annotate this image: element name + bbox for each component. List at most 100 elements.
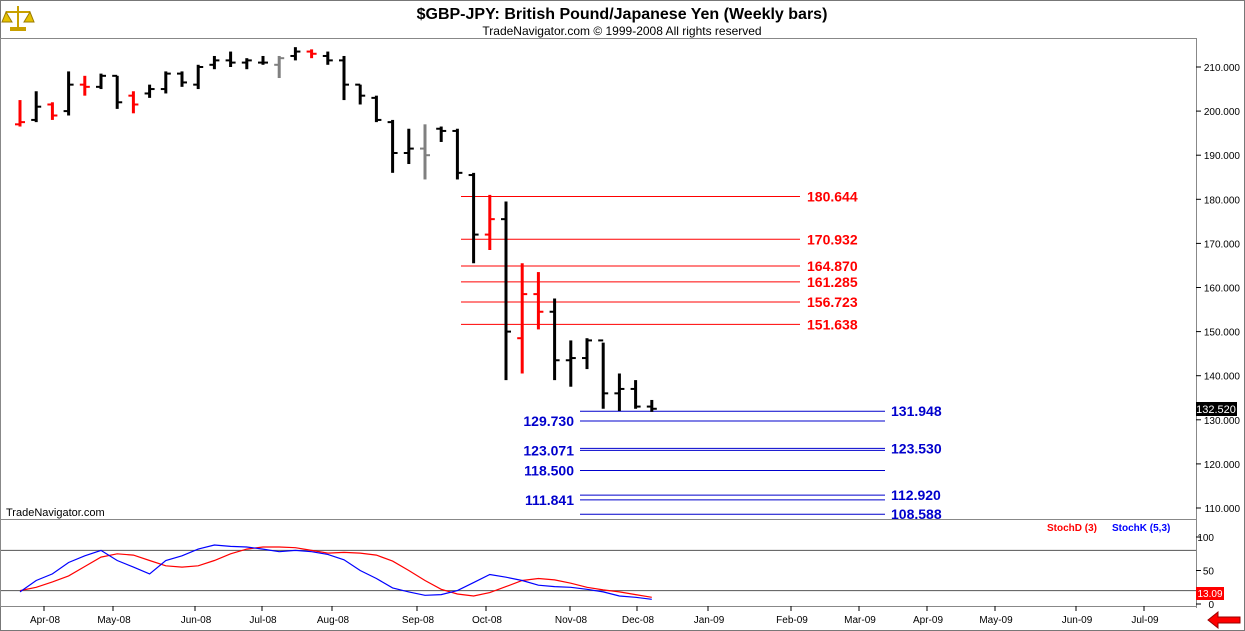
price-bars [15, 47, 657, 412]
fib-level-label: 123.530 [891, 440, 942, 456]
price-tick-label: 170.000 [1204, 239, 1241, 250]
copyright-text: TradeNavigator.com © 1999-2008 All right… [482, 24, 761, 38]
ohlc-bar [15, 100, 25, 127]
svg-text:132.520: 132.520 [1196, 404, 1236, 416]
ohlc-bar [565, 340, 576, 387]
ohlc-bar [193, 64, 204, 90]
ohlc-bar [403, 128, 414, 165]
ohlc-bar [96, 73, 106, 90]
ohlc-bar [144, 84, 155, 98]
price-tick-label: 130.000 [1204, 416, 1241, 427]
time-tick-label: Apr-08 [30, 615, 60, 626]
fib-level-label: 170.932 [807, 231, 858, 247]
stoch-tick-label: 100 [1197, 533, 1214, 544]
stoch-tick-label: 50 [1203, 567, 1215, 578]
ohlc-bar [501, 201, 511, 381]
ohlc-bar [420, 124, 430, 180]
time-tick-label: May-08 [97, 615, 131, 626]
fib-level-label: 108.588 [891, 506, 942, 522]
indicator-pane-border [0, 519, 1197, 607]
stoch-series-line [19, 546, 652, 598]
ohlc-bar [47, 102, 58, 120]
price-tick-label: 190.000 [1204, 151, 1241, 162]
ohlc-bar [517, 263, 528, 374]
stoch-tick-label: 0 [1208, 600, 1214, 611]
price-tick-label: 150.000 [1204, 328, 1241, 339]
price-tick-label: 180.000 [1204, 195, 1241, 206]
ohlc-bar [452, 128, 463, 180]
ohlc-bar [177, 71, 187, 87]
ohlc-bar [79, 75, 90, 96]
stoch-series-line [19, 544, 652, 600]
fib-level-label: 131.948 [891, 403, 942, 419]
ohlc-bar [306, 49, 317, 59]
stoch-last-flag: 13.09 [1196, 587, 1224, 600]
time-tick-label: Jan-09 [694, 615, 725, 626]
time-tick-label: Sep-08 [402, 615, 435, 626]
ohlc-bar [225, 51, 236, 67]
price-tick-label: 210.000 [1204, 63, 1241, 74]
time-tick-label: Feb-09 [776, 615, 808, 626]
ohlc-bar [598, 339, 609, 409]
ohlc-bar [582, 338, 592, 370]
fib-level-label: 111.841 [525, 492, 574, 508]
time-tick-label: Jun-09 [1062, 615, 1093, 626]
time-tick-label: Apr-09 [913, 615, 943, 626]
ohlc-bar [630, 380, 641, 409]
fib-level-label: 112.920 [891, 487, 941, 503]
stochd-legend: StochD (3) [1047, 523, 1097, 534]
fib-level-label: 161.285 [807, 274, 858, 290]
ohlc-bar [241, 58, 252, 70]
fib-level-label: 123.071 [523, 442, 574, 458]
last-price-flag: 132.520 [1196, 402, 1237, 416]
ohlc-bar [387, 119, 398, 173]
scale-icon[interactable] [1, 6, 35, 31]
time-tick-label: May-09 [979, 615, 1013, 626]
ohlc-bar [484, 194, 495, 251]
ohlc-bar [31, 91, 42, 123]
time-tick-label: Oct-08 [472, 615, 502, 626]
fib-level-label: 180.644 [807, 188, 858, 204]
time-tick-label: Jul-08 [249, 615, 277, 626]
fib-level-label: 156.723 [807, 294, 858, 310]
ohlc-bar [322, 51, 333, 65]
watermark: TradeNavigator.com [6, 507, 105, 519]
time-tick-label: Aug-08 [317, 615, 350, 626]
stochastic-pane: 0 50 100 [1, 533, 1214, 611]
ohlc-bar [549, 298, 560, 381]
time-tick-label: Dec-08 [622, 615, 655, 626]
ohlc-bar [274, 55, 285, 79]
stochk-legend: StochK (5,3) [1112, 523, 1170, 534]
chart-title: $GBP-JPY: British Pound/Japanese Yen (We… [417, 6, 828, 23]
fib-level-label: 164.870 [807, 258, 858, 274]
ohlc-bar [209, 55, 220, 70]
time-tick-label: Mar-09 [844, 615, 876, 626]
ohlc-bar [258, 55, 268, 65]
price-pane-border [0, 38, 1197, 520]
ohlc-bar [436, 126, 447, 142]
ohlc-bar [339, 55, 349, 101]
ohlc-bar [160, 71, 171, 94]
time-tick-label: Jul-09 [1131, 615, 1159, 626]
price-tick-label: 110.000 [1205, 504, 1241, 515]
time-tick-label: Jun-08 [181, 615, 212, 626]
ohlc-bar [290, 47, 301, 61]
ohlc-bar [63, 71, 74, 116]
left-arrow-icon[interactable] [1207, 610, 1241, 630]
ohlc-bar [112, 74, 123, 109]
ohlc-bar [533, 272, 544, 330]
price-tick-label: 140.000 [1204, 372, 1241, 383]
ohlc-bar [128, 91, 139, 114]
time-tick-label: Nov-08 [555, 615, 588, 626]
price-axis: 110.000 120.000 130.000 140.000 150.000 160.0… [1196, 63, 1240, 515]
price-tick-label: 200.000 [1204, 107, 1241, 118]
ohlc-bar [371, 95, 382, 123]
svg-text:13.09: 13.09 [1197, 589, 1222, 600]
ohlc-bar [614, 373, 625, 411]
fib-level-label: 118.500 [524, 463, 574, 479]
fib-level-label: 129.730 [523, 413, 574, 429]
price-tick-label: 160.000 [1204, 284, 1241, 295]
price-tick-label: 120.000 [1204, 460, 1241, 471]
ohlc-bar [468, 172, 479, 264]
